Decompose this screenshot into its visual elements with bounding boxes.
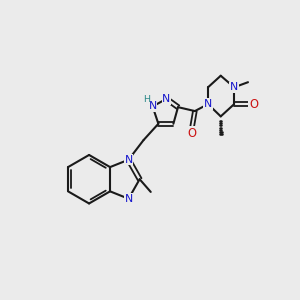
Text: N: N (124, 155, 133, 165)
Text: N: N (148, 101, 157, 112)
Text: N: N (124, 194, 133, 204)
Text: N: N (230, 82, 238, 92)
Text: N: N (162, 94, 171, 104)
Text: O: O (249, 98, 258, 111)
Text: H: H (143, 95, 150, 104)
Text: O: O (188, 127, 196, 140)
Text: N: N (204, 99, 212, 109)
